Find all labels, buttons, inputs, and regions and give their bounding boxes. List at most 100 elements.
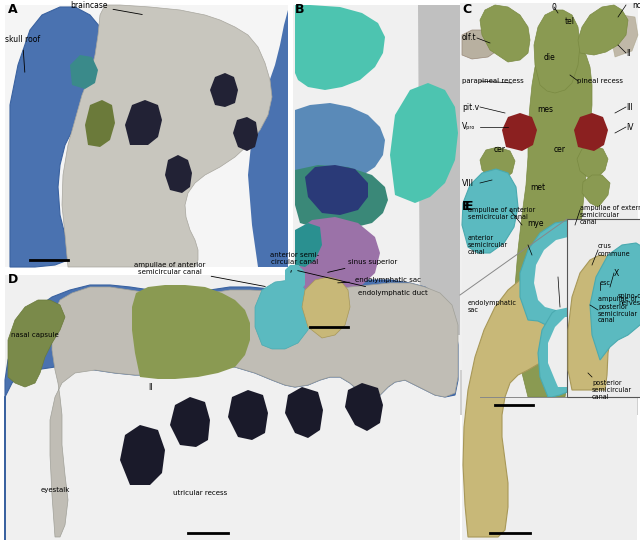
Polygon shape [120,425,165,485]
Text: II: II [148,383,152,391]
Text: ampullae of
posterior
semicircular
canal: ampullae of posterior semicircular canal [598,296,638,324]
Text: mes: mes [537,106,553,114]
Text: E: E [462,200,470,213]
Text: met: met [531,183,545,191]
Polygon shape [85,100,115,147]
Polygon shape [10,7,112,267]
Polygon shape [255,280,312,349]
Polygon shape [305,165,368,215]
Bar [460,370,638,415]
Bar [293,5,463,335]
Polygon shape [463,275,568,537]
Polygon shape [574,113,608,151]
Text: nc: nc [632,1,640,9]
Text: olf.t: olf.t [462,33,477,43]
Polygon shape [302,277,350,338]
Text: utricular recess: utricular recess [173,490,227,496]
Polygon shape [520,220,610,330]
Polygon shape [295,5,385,115]
Text: esc: esc [600,280,611,286]
Polygon shape [578,5,628,55]
Polygon shape [538,303,600,397]
Text: endolymphatic
sac: endolymphatic sac [468,300,517,313]
Text: III: III [626,102,633,112]
Text: mye: mye [527,219,543,227]
Polygon shape [248,10,288,267]
Bar [567,219,640,397]
Polygon shape [480,5,530,62]
Text: sinus superior: sinus superior [328,259,397,272]
Text: eyestalk: eyestalk [40,487,70,493]
Polygon shape [568,255,620,390]
Polygon shape [285,387,323,438]
Text: tel: tel [565,16,575,26]
Text: ampullae of external
semicircular
canal: ampullae of external semicircular canal [580,205,640,225]
Polygon shape [478,177,507,207]
Polygon shape [285,265,305,295]
Text: parapineal recess: parapineal recess [462,78,524,84]
Polygon shape [610,15,638,57]
Text: C: C [462,3,471,16]
Text: endolymphatic duct: endolymphatic duct [298,271,428,296]
Polygon shape [534,10,580,93]
Text: anterior
semicircular
canal: anterior semicircular canal [468,235,508,255]
Polygon shape [534,237,593,310]
Text: 0: 0 [552,3,556,11]
Polygon shape [50,283,458,537]
Polygon shape [233,117,258,151]
Polygon shape [295,165,388,229]
Bar [560,312,588,330]
Polygon shape [502,113,537,151]
Text: VIII: VIII [462,179,474,187]
Text: IV: IV [626,123,634,131]
Polygon shape [170,397,210,447]
Polygon shape [418,5,460,335]
Bar [5,275,460,540]
Polygon shape [548,317,592,387]
Text: II: II [626,49,630,58]
Polygon shape [228,390,268,440]
Text: skull roof: skull roof [5,35,40,72]
Text: braincase: braincase [70,1,142,15]
Bar [5,5,288,267]
Polygon shape [595,10,628,45]
Polygon shape [70,55,98,89]
Polygon shape [582,175,610,207]
Polygon shape [462,30,500,59]
Text: X: X [614,269,620,277]
Text: cer: cer [554,146,566,154]
Bar [460,3,638,415]
Text: endolymphatic sac: endolymphatic sac [338,277,421,283]
Polygon shape [480,147,515,179]
Bar [462,200,637,540]
Text: D: D [8,273,19,286]
Polygon shape [125,100,162,145]
Text: die: die [543,52,555,62]
Text: ampullae of anterior
semicircular canal: ampullae of anterior semicircular canal [134,262,265,287]
Text: nasal capsule: nasal capsule [11,332,59,338]
Text: B: B [295,3,305,16]
Polygon shape [165,155,192,193]
Text: anterior semi-
circular canal: anterior semi- circular canal [271,252,319,272]
Text: crus
commune: crus commune [598,244,630,257]
Text: spino-occipital
nerves: spino-occipital nerves [618,293,640,306]
Polygon shape [345,383,383,431]
Polygon shape [62,5,272,267]
Text: pineal recess: pineal recess [577,78,623,84]
Polygon shape [295,223,322,267]
Polygon shape [390,83,458,203]
Polygon shape [590,243,640,360]
Polygon shape [5,280,458,540]
Text: E: E [465,200,474,213]
Polygon shape [8,300,65,387]
Polygon shape [577,145,608,179]
Polygon shape [210,73,238,107]
Polygon shape [462,169,518,253]
Polygon shape [515,43,592,397]
Text: A: A [8,3,18,16]
Polygon shape [132,285,250,379]
Text: posterior
semicircular
canal: posterior semicircular canal [592,380,632,400]
Text: Vₚᵣₒ: Vₚᵣₒ [462,123,476,131]
Text: ampullae of anterior
semicircular canal: ampullae of anterior semicircular canal [468,207,535,220]
Text: cer: cer [494,146,506,154]
